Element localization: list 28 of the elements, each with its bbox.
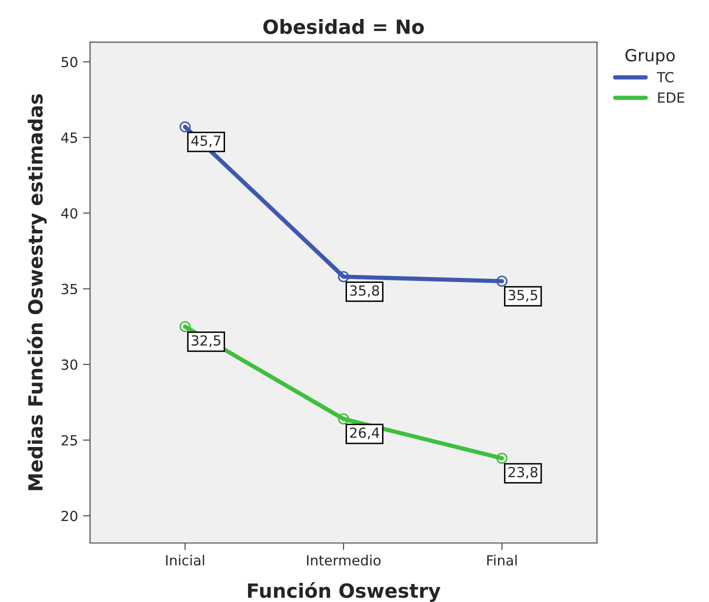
chart-title: Obesidad = No xyxy=(263,19,424,34)
point xyxy=(338,413,350,424)
legend-label: EDE xyxy=(658,92,684,103)
y-tick-label: 20 xyxy=(62,510,78,522)
y-tick-label: 50 xyxy=(62,56,78,68)
x-tick-label: Final xyxy=(487,554,517,566)
x-tick-label: Intermedio xyxy=(307,554,381,566)
data-label: 45,7 xyxy=(191,136,220,148)
data-label: 32,5 xyxy=(192,335,220,348)
legend-title: Grupo xyxy=(625,48,675,65)
data-label: 26,4 xyxy=(350,428,380,440)
point xyxy=(180,321,191,332)
data-label: 35,8 xyxy=(350,285,380,298)
y-tick-label: 40 xyxy=(61,208,78,219)
legend-label: TC xyxy=(656,72,674,82)
data-label: 35,5 xyxy=(508,290,538,302)
point xyxy=(180,121,191,132)
x-tick-label: Inicial xyxy=(166,554,204,566)
x-axis-title: Función Oswestry xyxy=(248,582,440,602)
y-tick-label: 30 xyxy=(62,359,78,370)
y-axis-title: Medias Función Oswestry estimadas xyxy=(26,94,47,490)
point xyxy=(496,452,508,464)
y-tick-label: 45 xyxy=(61,132,78,143)
data-label: 23,8 xyxy=(508,466,538,479)
point xyxy=(496,276,508,287)
y-tick-label: 35 xyxy=(62,284,78,294)
point xyxy=(338,271,350,282)
y-tick-label: 25 xyxy=(62,435,78,446)
